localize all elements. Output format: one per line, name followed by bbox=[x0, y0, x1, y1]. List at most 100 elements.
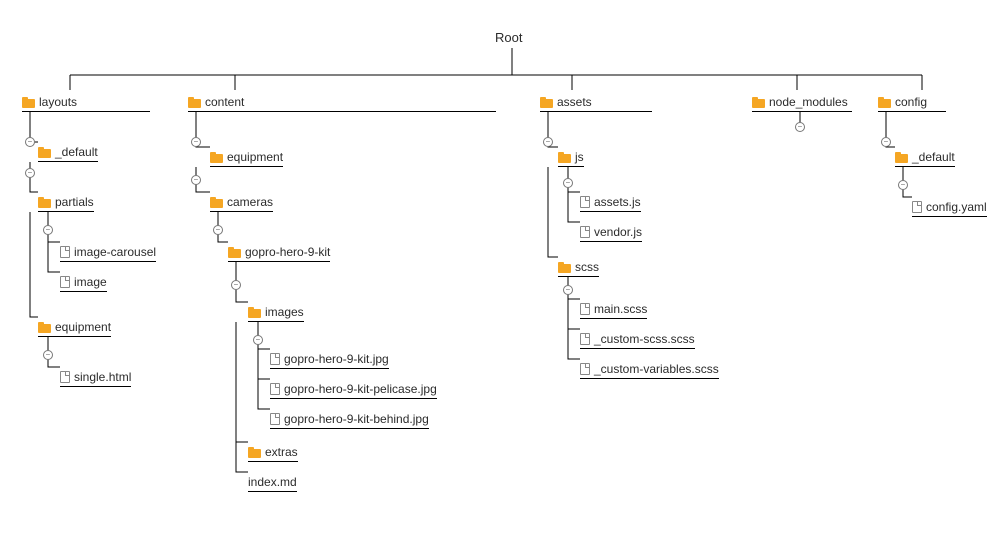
file-icon bbox=[60, 246, 70, 258]
file-image-carousel: image-carousel bbox=[60, 245, 156, 262]
folder-icon bbox=[210, 152, 223, 163]
toggle-icon: – bbox=[253, 335, 263, 345]
label: vendor.js bbox=[594, 225, 642, 239]
toggle-icon: – bbox=[563, 285, 573, 295]
file-icon bbox=[580, 363, 590, 375]
label: config.yaml bbox=[926, 200, 987, 214]
file-icon bbox=[580, 333, 590, 345]
folder-icon bbox=[210, 197, 223, 208]
folder-node-modules: node_modules bbox=[752, 95, 852, 112]
file-icon bbox=[580, 303, 590, 315]
folder-content-equipment: equipment bbox=[210, 150, 283, 167]
folder-icon bbox=[248, 307, 261, 318]
folder-icon bbox=[188, 97, 201, 108]
folder-icon bbox=[38, 197, 51, 208]
label: equipment bbox=[227, 150, 283, 164]
folder-content: content bbox=[188, 95, 496, 112]
file-custom-variables: _custom-variables.scss bbox=[580, 362, 719, 379]
label: single.html bbox=[74, 370, 131, 384]
file-icon bbox=[270, 353, 280, 365]
file-image: image bbox=[60, 275, 107, 292]
folder-js: js bbox=[558, 150, 584, 167]
folder-scss: scss bbox=[558, 260, 599, 277]
file-icon bbox=[580, 196, 590, 208]
folder-icon bbox=[558, 262, 571, 273]
label: extras bbox=[265, 445, 298, 459]
toggle-icon: – bbox=[213, 225, 223, 235]
folder-icon bbox=[752, 97, 765, 108]
label: layouts bbox=[39, 95, 77, 109]
folder-config-default: _default bbox=[895, 150, 955, 167]
folder-icon bbox=[228, 247, 241, 258]
label: equipment bbox=[55, 320, 111, 334]
label: gopro-hero-9-kit-pelicase.jpg bbox=[284, 382, 437, 396]
label: images bbox=[265, 305, 304, 319]
file-main-scss: main.scss bbox=[580, 302, 647, 319]
label: index.md bbox=[248, 475, 297, 489]
file-icon bbox=[60, 276, 70, 288]
folder-icon bbox=[558, 152, 571, 163]
folder-icon bbox=[38, 322, 51, 333]
label: main.scss bbox=[594, 302, 647, 316]
toggle-icon: – bbox=[795, 122, 805, 132]
folder-layouts: layouts bbox=[22, 95, 150, 112]
file-custom-scss: _custom-scss.scss bbox=[580, 332, 695, 349]
file-assets-js: assets.js bbox=[580, 195, 641, 212]
folder-cameras: cameras bbox=[210, 195, 273, 212]
folder-extras: extras bbox=[248, 445, 298, 462]
file-index-md: index.md bbox=[248, 475, 297, 492]
folder-icon bbox=[38, 147, 51, 158]
toggle-icon: – bbox=[43, 350, 53, 360]
folder-icon bbox=[248, 447, 261, 458]
label: partials bbox=[55, 195, 94, 209]
file-kit-jpg: gopro-hero-9-kit.jpg bbox=[270, 352, 389, 369]
file-icon bbox=[270, 383, 280, 395]
label: _default bbox=[55, 145, 98, 159]
connector-layer bbox=[0, 0, 1000, 555]
folder-layouts-equipment: equipment bbox=[38, 320, 111, 337]
folder-partials: partials bbox=[38, 195, 94, 212]
label: config bbox=[895, 95, 927, 109]
label: js bbox=[575, 150, 584, 164]
root-label: Root bbox=[495, 30, 522, 45]
file-behind-jpg: gopro-hero-9-kit-behind.jpg bbox=[270, 412, 429, 429]
file-icon bbox=[60, 371, 70, 383]
label: image bbox=[74, 275, 107, 289]
folder-icon bbox=[540, 97, 553, 108]
file-icon bbox=[270, 413, 280, 425]
tree-diagram: Root layouts _default partials image-car… bbox=[0, 0, 1000, 555]
label: cameras bbox=[227, 195, 273, 209]
file-config-yaml: config.yaml bbox=[912, 200, 987, 217]
toggle-icon: – bbox=[881, 137, 891, 147]
toggle-icon: – bbox=[43, 225, 53, 235]
label: _default bbox=[912, 150, 955, 164]
label: scss bbox=[575, 260, 599, 274]
label: assets bbox=[557, 95, 592, 109]
toggle-icon: – bbox=[25, 168, 35, 178]
folder-images: images bbox=[248, 305, 304, 322]
folder-gopro-kit: gopro-hero-9-kit bbox=[228, 245, 330, 262]
label: _custom-variables.scss bbox=[594, 362, 719, 376]
label: node_modules bbox=[769, 95, 848, 109]
folder-icon bbox=[878, 97, 891, 108]
file-vendor-js: vendor.js bbox=[580, 225, 642, 242]
label: gopro-hero-9-kit bbox=[245, 245, 330, 259]
folder-layouts-default: _default bbox=[38, 145, 98, 162]
folder-icon bbox=[22, 97, 35, 108]
folder-icon bbox=[895, 152, 908, 163]
toggle-icon: – bbox=[563, 178, 573, 188]
label: gopro-hero-9-kit.jpg bbox=[284, 352, 389, 366]
label: image-carousel bbox=[74, 245, 156, 259]
root-node: Root bbox=[495, 30, 522, 47]
label: _custom-scss.scss bbox=[594, 332, 695, 346]
file-icon bbox=[580, 226, 590, 238]
file-pelicase-jpg: gopro-hero-9-kit-pelicase.jpg bbox=[270, 382, 437, 399]
toggle-icon: – bbox=[543, 137, 553, 147]
label: content bbox=[205, 95, 244, 109]
toggle-icon: – bbox=[25, 137, 35, 147]
toggle-icon: – bbox=[191, 175, 201, 185]
toggle-icon: – bbox=[191, 137, 201, 147]
file-single-html: single.html bbox=[60, 370, 131, 387]
toggle-icon: – bbox=[231, 280, 241, 290]
file-icon bbox=[912, 201, 922, 213]
